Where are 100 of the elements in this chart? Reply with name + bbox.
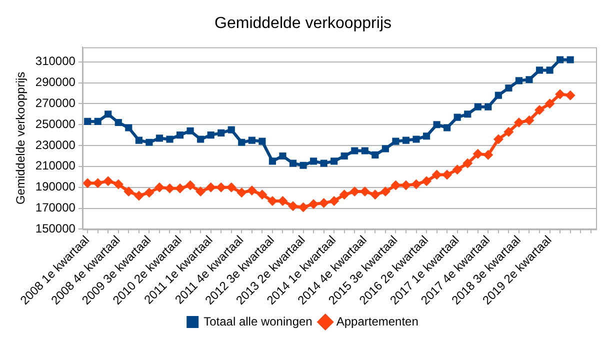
- point: [390, 180, 401, 190]
- point: [565, 90, 576, 100]
- point: [308, 199, 319, 210]
- point: [166, 136, 174, 143]
- point: [472, 148, 483, 159]
- point: [392, 138, 400, 145]
- point: [103, 176, 114, 186]
- point: [298, 202, 308, 212]
- point: [361, 147, 368, 154]
- legend-label: Totaal alle woningen: [204, 314, 312, 328]
- point: [236, 188, 247, 198]
- point: [246, 185, 257, 196]
- point: [164, 183, 175, 194]
- y-tick-label: 190000: [35, 180, 76, 194]
- point: [146, 138, 153, 146]
- point: [196, 186, 206, 197]
- point: [154, 182, 164, 192]
- point: [402, 136, 410, 144]
- point: [422, 132, 430, 140]
- point: [267, 196, 278, 206]
- point: [186, 127, 194, 134]
- point: [494, 92, 502, 99]
- y-tick-label: 270000: [35, 96, 76, 110]
- point: [175, 183, 186, 194]
- point: [144, 188, 154, 198]
- y-tick-label: 310000: [35, 54, 76, 68]
- point: [526, 76, 533, 84]
- point: [329, 196, 340, 206]
- point: [258, 138, 266, 145]
- point: [125, 124, 132, 132]
- point: [104, 110, 112, 118]
- point: [422, 176, 432, 186]
- point: [462, 158, 473, 168]
- point: [310, 158, 318, 165]
- point: [289, 160, 297, 167]
- point: [524, 115, 534, 126]
- point: [350, 186, 360, 197]
- point: [94, 118, 102, 125]
- point: [279, 152, 286, 160]
- point: [339, 190, 350, 200]
- point: [351, 147, 358, 154]
- point: [82, 178, 93, 188]
- point: [92, 178, 103, 188]
- point: [556, 56, 564, 64]
- point: [124, 186, 134, 197]
- y-tick-label: 210000: [35, 158, 76, 173]
- point: [134, 190, 144, 201]
- point: [432, 170, 442, 180]
- point: [493, 134, 504, 144]
- point: [444, 124, 451, 132]
- y-tick-label: 170000: [35, 200, 76, 215]
- point: [340, 152, 348, 160]
- point: [483, 150, 494, 160]
- point: [370, 190, 380, 200]
- point: [544, 98, 555, 109]
- point: [84, 118, 92, 125]
- point: [257, 190, 268, 200]
- point: [536, 66, 544, 74]
- point: [216, 182, 226, 192]
- point: [382, 145, 389, 152]
- point: [226, 182, 236, 192]
- point: [135, 136, 142, 144]
- point: [515, 77, 522, 84]
- point: [268, 158, 276, 165]
- point: [207, 132, 214, 139]
- point: [505, 84, 512, 92]
- point: [176, 132, 184, 139]
- point: [114, 118, 122, 126]
- legend-label: Appartementen: [336, 314, 418, 328]
- point: [320, 160, 328, 167]
- point: [546, 66, 554, 74]
- point: [412, 136, 420, 143]
- point: [484, 103, 492, 110]
- point: [156, 134, 164, 142]
- point: [185, 180, 196, 190]
- point: [464, 110, 472, 118]
- point: [400, 180, 411, 190]
- point: [330, 158, 338, 165]
- point: [300, 162, 307, 169]
- point: [474, 103, 482, 110]
- y-tick-label: 250000: [35, 116, 76, 131]
- point: [197, 136, 204, 143]
- point: [278, 196, 288, 206]
- point: [504, 126, 514, 137]
- point: [555, 89, 566, 100]
- point: [534, 104, 545, 115]
- point: [452, 164, 462, 175]
- y-tick-label: 150000: [35, 222, 76, 236]
- point: [380, 186, 390, 197]
- point: [206, 182, 216, 192]
- point: [411, 179, 422, 190]
- point: [238, 138, 246, 146]
- point: [228, 126, 235, 134]
- point: [454, 114, 461, 121]
- point: [442, 170, 452, 180]
- y-axis-title: Gemiddelde verkoopprijs: [14, 72, 28, 205]
- y-tick-label: 230000: [35, 138, 76, 152]
- point: [113, 179, 124, 190]
- point: [218, 129, 225, 136]
- point: [288, 201, 298, 212]
